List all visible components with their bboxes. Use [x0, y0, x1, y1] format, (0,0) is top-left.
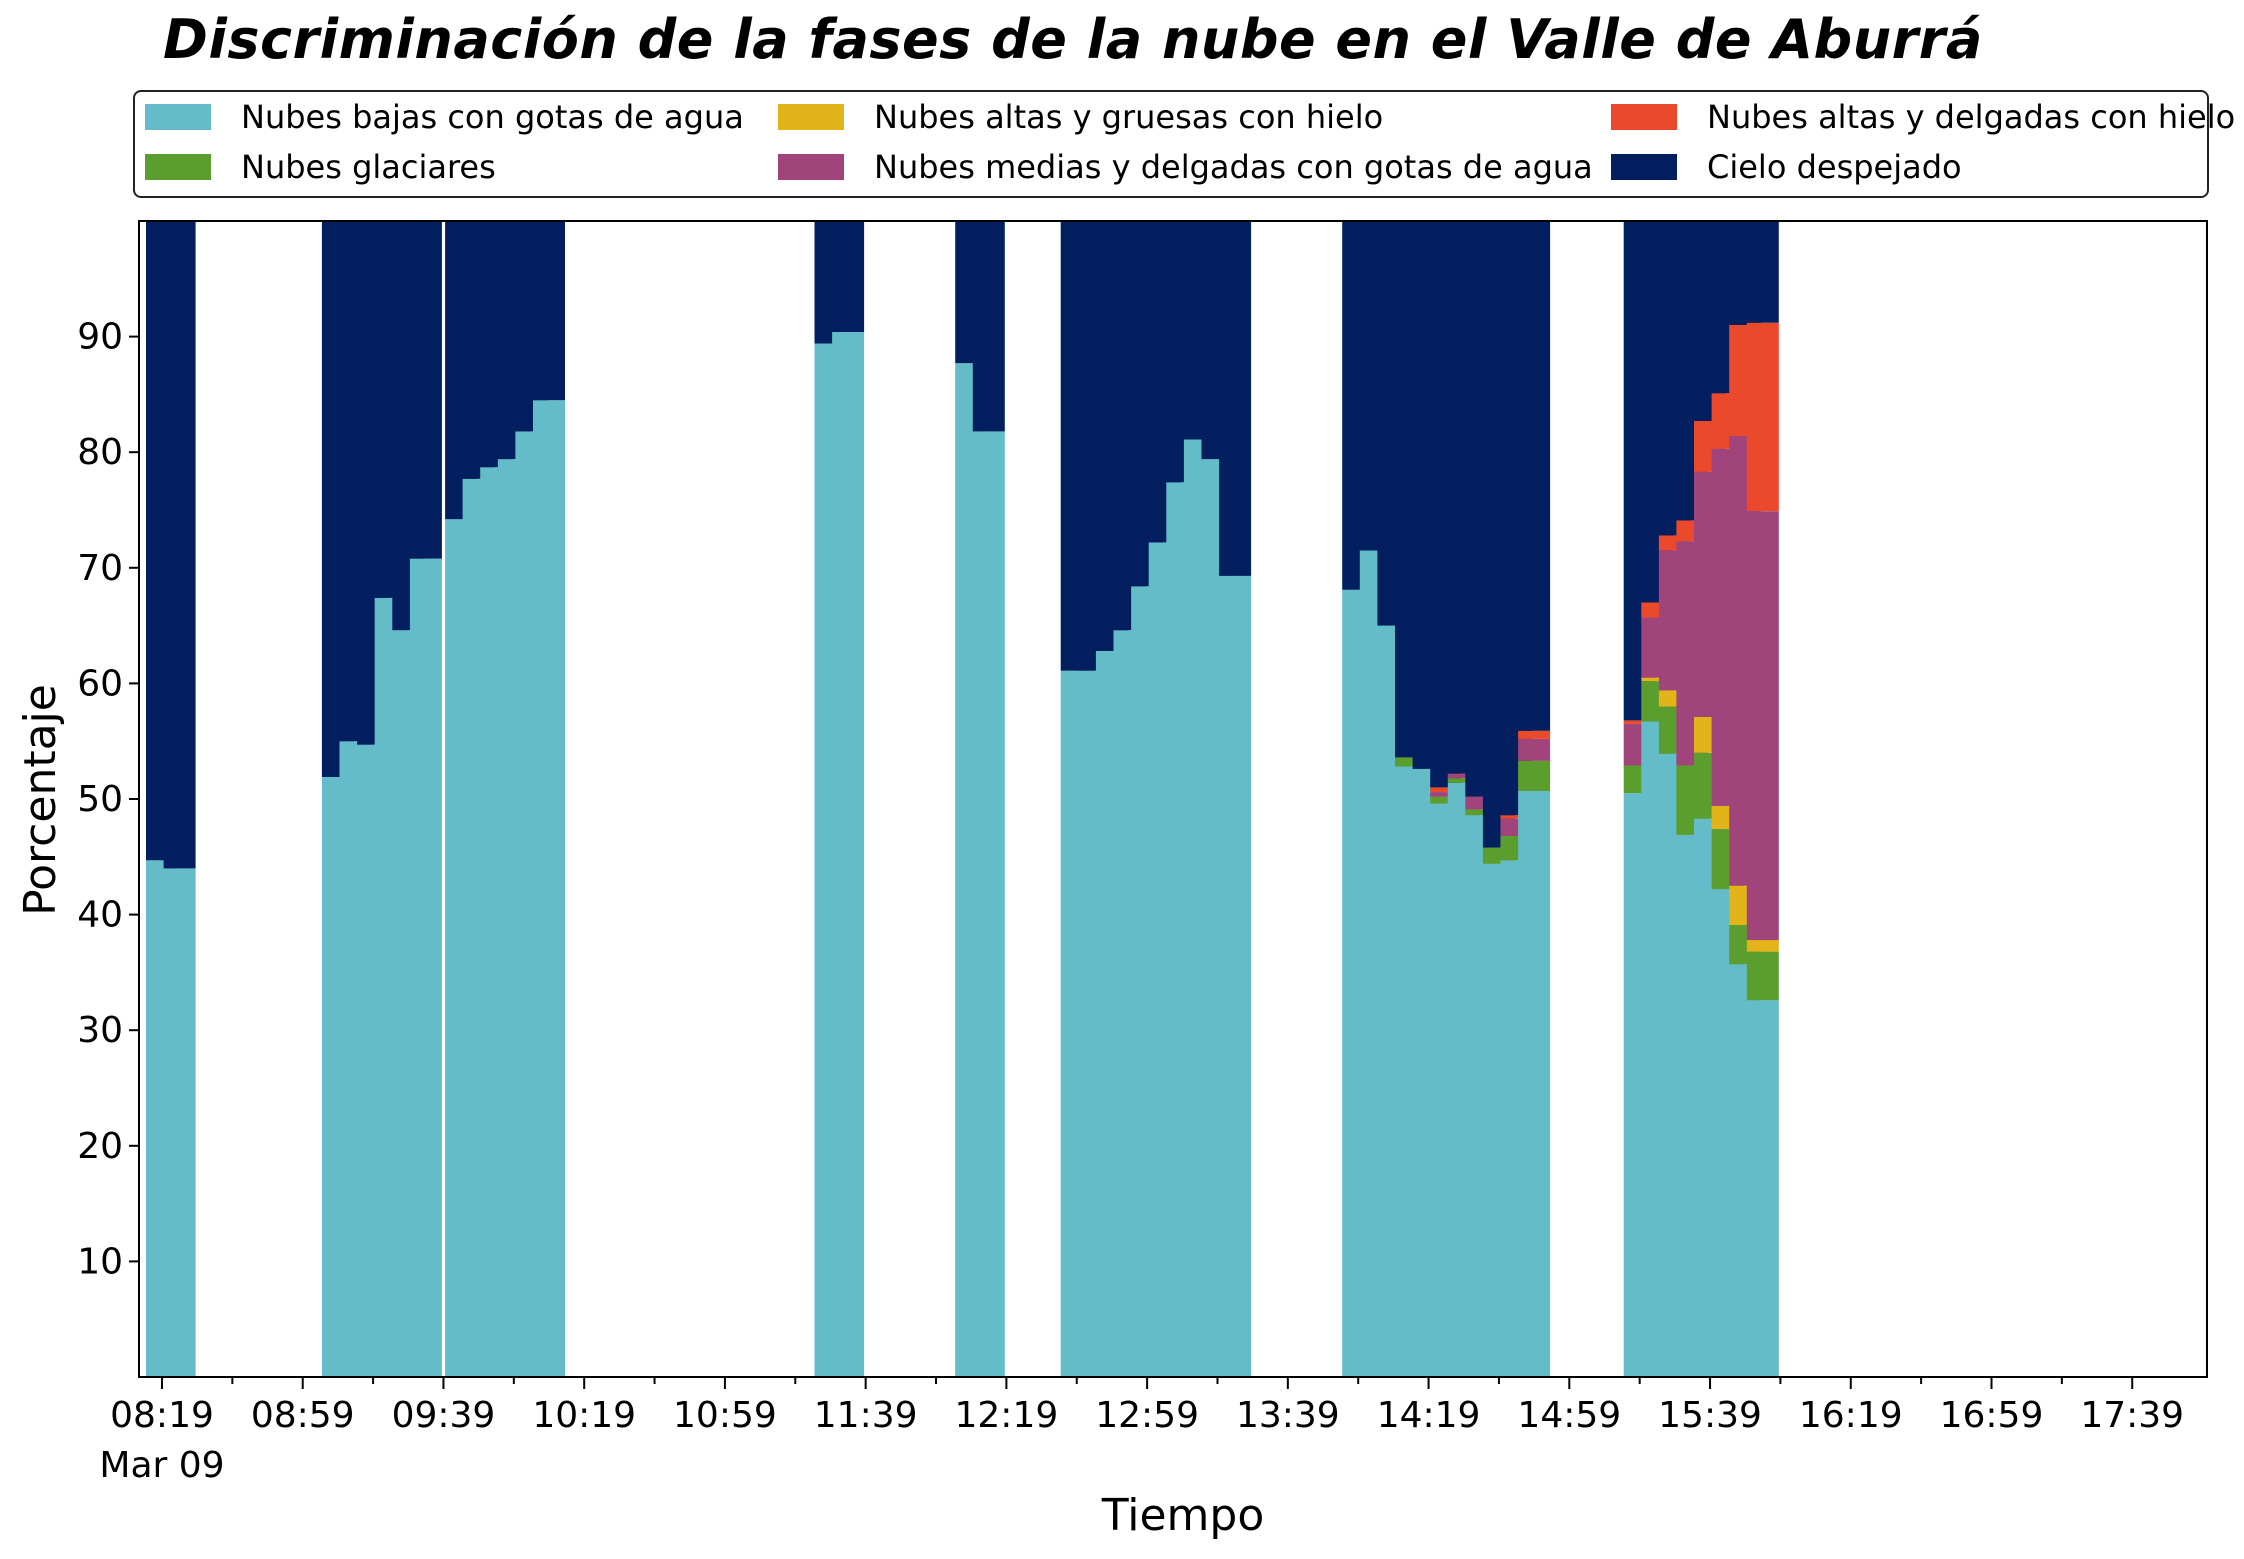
x-tick-label: 09:39	[392, 1395, 496, 1436]
y-tick-label: 60	[77, 663, 123, 704]
x-tick-label: 17:39	[2080, 1395, 2184, 1436]
legend-item: Nubes glaciares	[145, 147, 496, 187]
x-date-label: Mar 09	[99, 1445, 224, 1486]
x-tick-label: 10:59	[673, 1395, 777, 1436]
bar-segment	[1518, 790, 1551, 1377]
x-tick-label: 13:39	[1236, 1395, 1340, 1436]
x-axis-label: Tiempo	[1101, 1490, 1265, 1541]
y-tick-label: 20	[77, 1126, 123, 1167]
legend-label: Nubes altas y gruesas con hielo	[874, 98, 1384, 136]
bar-segment	[832, 332, 865, 1377]
x-tick-label: 10:19	[532, 1395, 636, 1436]
bar-segment	[1447, 773, 1480, 779]
bars-layer	[146, 221, 1779, 1378]
legend-item: Nubes medias y delgadas con gotas de agu…	[778, 147, 1593, 187]
bar-segment	[1465, 809, 1498, 816]
y-tick-label: 70	[77, 548, 123, 589]
bar-segment	[832, 221, 865, 332]
legend-swatch	[145, 104, 211, 130]
legend-item: Nubes bajas con gotas de agua	[145, 97, 744, 137]
bar-segment	[1746, 951, 1779, 1001]
x-tick-label: 08:19	[110, 1395, 214, 1436]
bar-segment	[1447, 778, 1480, 783]
y-axis: 10 20 30 40 50 60 70 80 90	[77, 317, 139, 1282]
legend-swatch	[778, 104, 844, 130]
bar-segment	[1219, 575, 1252, 1377]
bar-segment	[1219, 221, 1252, 576]
bar-segment	[163, 221, 196, 869]
y-tick-label: 80	[77, 432, 123, 473]
x-tick-label: 08:59	[251, 1395, 355, 1436]
bar-segment	[1430, 796, 1463, 804]
legend-label: Nubes glaciares	[241, 148, 496, 186]
x-tick-label: 16:19	[1799, 1395, 1903, 1436]
y-tick-label: 30	[77, 1010, 123, 1051]
x-tick-label: 16:59	[1940, 1395, 2044, 1436]
bar-segment	[1623, 720, 1656, 724]
legend-item: Nubes altas y gruesas con hielo	[778, 97, 1383, 137]
bar-segment	[533, 221, 565, 401]
legend-swatch	[778, 154, 844, 180]
x-tick-label: 15:39	[1658, 1395, 1762, 1436]
x-tick-label: 12:19	[955, 1395, 1059, 1436]
y-axis-label: Porcentaje	[15, 684, 66, 916]
bar-segment	[1430, 787, 1463, 792]
legend-swatch	[145, 154, 211, 180]
y-tick-label: 90	[77, 317, 123, 358]
bar-segment	[409, 558, 442, 1377]
bar-segment	[533, 400, 565, 1377]
legend-label: Nubes medias y delgadas con gotas de agu…	[874, 148, 1593, 186]
legend-label: Nubes altas y delgadas con hielo	[1707, 98, 2236, 136]
legend-swatch	[1611, 104, 1677, 130]
y-tick-label: 40	[77, 895, 123, 936]
x-tick-label: 11:39	[814, 1395, 918, 1436]
x-axis: 08:19 08:59 09:39 10:19 10:59 11:39 12:19 12:59…	[99, 1377, 2184, 1486]
x-tick-label: 12:59	[1095, 1395, 1199, 1436]
bar-segment	[1518, 760, 1551, 791]
bar-segment	[163, 868, 196, 1377]
legend-swatch	[1611, 154, 1677, 180]
bar-segment	[1746, 221, 1779, 323]
bar-segment	[1518, 738, 1551, 761]
bar-segment	[972, 431, 1005, 1377]
legend-item: Cielo despejado	[1611, 147, 1962, 187]
chart-title: Discriminación de la fases de la nube en…	[163, 8, 1983, 71]
bar-segment	[1746, 1000, 1779, 1377]
y-tick-label: 50	[77, 779, 123, 820]
bar-segment	[1395, 757, 1427, 767]
x-tick-label: 14:59	[1517, 1395, 1621, 1436]
bar-segment	[1746, 940, 1779, 952]
legend: Nubes bajas con gotas de agua Nubes glaci…	[133, 90, 2235, 198]
bar-segment	[1430, 792, 1463, 797]
bar-segment	[1518, 730, 1551, 739]
x-tick-label: 14:19	[1377, 1395, 1481, 1436]
bar-segment	[972, 221, 1005, 432]
legend-label: Cielo despejado	[1707, 148, 1962, 186]
bar-segment	[1641, 677, 1674, 682]
bar-segment	[409, 221, 442, 559]
legend-label: Nubes bajas con gotas de agua	[241, 98, 744, 136]
bar-segment	[1746, 322, 1779, 512]
bar-segment	[1500, 815, 1533, 819]
bar-segment	[1746, 511, 1779, 941]
legend-item: Nubes altas y delgadas con hielo	[1611, 97, 2235, 137]
y-tick-label: 10	[77, 1241, 123, 1282]
bar-segment	[1518, 221, 1551, 731]
